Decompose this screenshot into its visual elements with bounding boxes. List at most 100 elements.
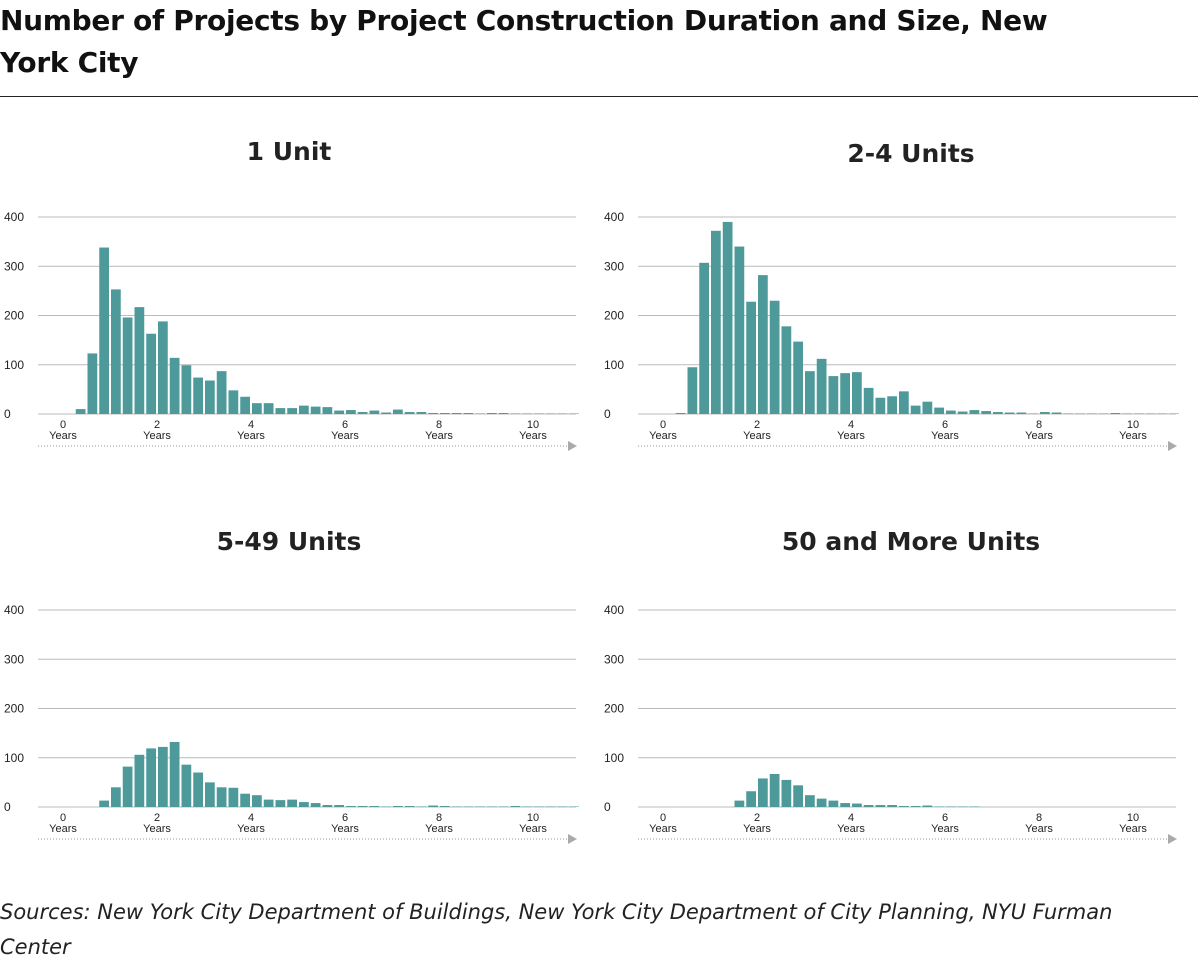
bar	[1051, 412, 1062, 414]
bar	[357, 806, 368, 807]
bar	[899, 806, 909, 807]
bar	[310, 406, 321, 414]
bar	[99, 247, 109, 414]
bar	[322, 407, 333, 414]
bar	[393, 806, 403, 807]
bar	[451, 413, 462, 414]
bar	[205, 782, 215, 807]
bar	[369, 806, 380, 807]
bar	[910, 806, 921, 807]
bar	[840, 373, 850, 414]
bar	[193, 772, 203, 807]
bar	[993, 412, 1003, 414]
bar	[240, 396, 250, 414]
x-tick-label: 10	[527, 419, 539, 431]
y-tick-label: 0	[4, 800, 11, 814]
bar	[758, 778, 768, 807]
bar	[134, 307, 145, 414]
x-tick-unit: Years	[837, 823, 865, 835]
bar	[310, 803, 321, 807]
x-tick-unit: Years	[1025, 823, 1053, 835]
chart-panel-2-4-units: 2-4 Units 0 100 200 300 400 0 Years 2 Years 4 Year…	[600, 110, 1200, 500]
chart-plot: 01002003004000Years2Years4Years6Years8Ye…	[4, 603, 579, 844]
bar	[746, 301, 756, 414]
y-tick-label: 200	[604, 702, 624, 716]
x-tick-unit: Years	[1025, 430, 1053, 442]
bar	[381, 412, 391, 414]
bar	[252, 403, 262, 414]
bar	[134, 754, 145, 807]
x-tick-label: 2	[754, 812, 760, 824]
bar	[981, 411, 991, 414]
bar	[1016, 412, 1027, 414]
bar	[122, 317, 133, 414]
bar	[734, 246, 745, 414]
bar	[252, 795, 262, 807]
bar	[781, 326, 792, 414]
bar	[99, 800, 109, 807]
bar	[404, 412, 415, 414]
bar	[887, 805, 897, 807]
bar	[146, 333, 156, 414]
x-tick-label: 10	[527, 812, 539, 824]
bar	[334, 805, 344, 807]
x-tick-label: 4	[248, 419, 254, 431]
x-tick-label: 8	[1036, 419, 1042, 431]
y-tick-label: 400	[604, 210, 624, 224]
bar	[969, 410, 980, 414]
bar	[287, 799, 297, 807]
x-tick-label: 6	[942, 812, 948, 824]
chart-panel-50-plus-units: 50 and More Units 0 100 200 300 400 0 Years 2 Ye…	[600, 503, 1200, 893]
bar	[428, 805, 438, 807]
x-tick-label: 8	[436, 812, 442, 824]
x-axis-arrow-icon	[568, 834, 577, 844]
bar	[793, 785, 803, 807]
page-title: Number of Projects by Project Constructi…	[0, 4, 1048, 79]
bar	[1040, 412, 1050, 414]
bar	[675, 413, 686, 414]
bar	[240, 793, 250, 807]
x-tick-unit: Years	[931, 430, 959, 442]
bar	[887, 396, 897, 414]
bar	[181, 365, 192, 414]
bar	[863, 387, 874, 414]
bar	[87, 353, 98, 414]
x-tick-label: 10	[1127, 419, 1139, 431]
bar	[228, 390, 239, 414]
bar	[852, 803, 862, 807]
title-divider	[0, 96, 1198, 97]
bar	[758, 275, 768, 414]
bar	[193, 377, 203, 414]
x-tick-unit: Years	[331, 430, 359, 442]
bar	[228, 787, 239, 807]
chart-title: 5-49 Units	[216, 527, 362, 556]
bar	[781, 779, 792, 807]
bar	[899, 391, 909, 414]
x-tick-label: 0	[60, 419, 66, 431]
y-tick-label: 100	[604, 751, 624, 765]
bar	[1110, 413, 1121, 414]
chart-title: 1 Unit	[246, 137, 332, 166]
bar	[722, 221, 733, 414]
x-tick-label: 2	[154, 812, 160, 824]
y-tick-label: 300	[604, 259, 624, 273]
x-tick-label: 6	[342, 812, 348, 824]
bar	[734, 800, 745, 807]
y-tick-label: 0	[604, 407, 611, 421]
x-tick-unit: Years	[143, 430, 171, 442]
bar	[346, 806, 356, 807]
bar	[393, 409, 403, 414]
bar	[111, 787, 121, 807]
bar	[487, 413, 497, 414]
bar	[922, 805, 933, 807]
bar	[875, 397, 886, 414]
chart-panel-1-unit: 1 Unit 0 100 200 300 400 0 Years 2 Years 4 Years 6 Y…	[0, 110, 600, 500]
y-tick-label: 200	[604, 309, 624, 323]
bar	[181, 764, 192, 807]
x-tick-label: 6	[942, 419, 948, 431]
x-tick-label: 2	[754, 419, 760, 431]
x-tick-label: 6	[342, 419, 348, 431]
bar	[805, 371, 815, 414]
bar	[158, 321, 168, 414]
bar	[805, 795, 815, 807]
